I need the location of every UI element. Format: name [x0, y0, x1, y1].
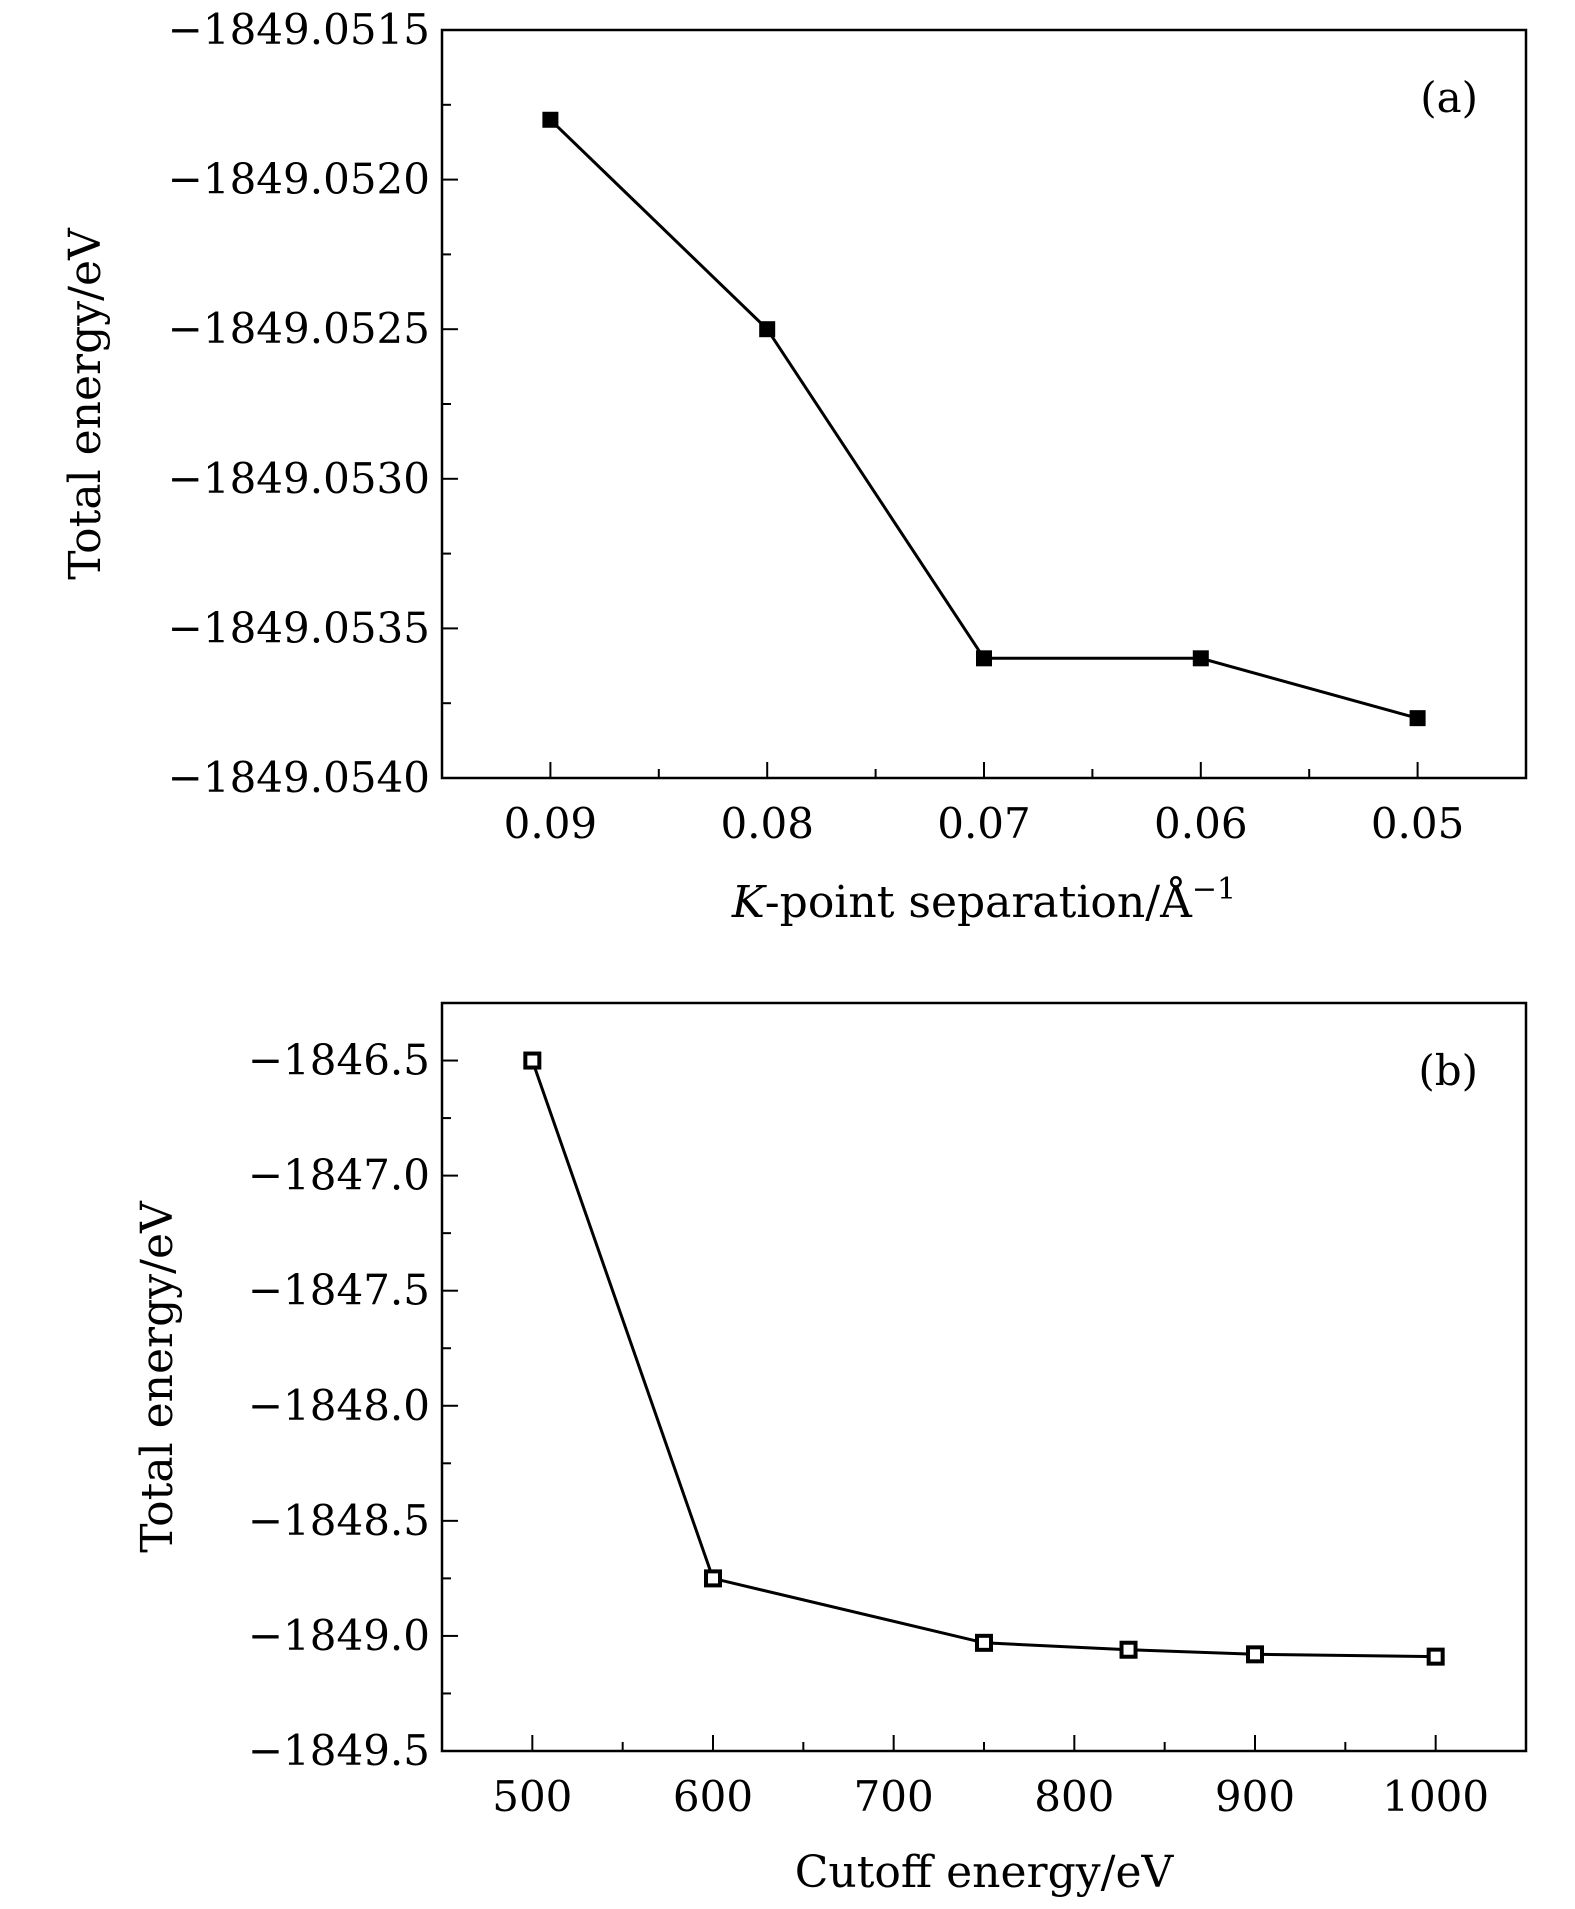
x-tick-label: 900 — [1215, 1772, 1295, 1821]
data-point — [1192, 650, 1209, 667]
panel-a: (a) 0.09 0.08 0.07 0.06 0.05 −1849.0515 −1849.… — [60, 5, 1528, 928]
data-point — [542, 111, 559, 128]
y-tick-label: −1848.0 — [248, 1381, 430, 1430]
panel-a-x-axis-title: K-point separation/Å−1 — [731, 872, 1236, 928]
data-point — [975, 1633, 993, 1652]
data-point — [1246, 1645, 1264, 1664]
panel-a-x-axis-title-text: -point separation/Å — [765, 875, 1193, 928]
x-tick-label: 0.09 — [504, 799, 598, 848]
panel-b-tag: (b) — [1418, 1046, 1478, 1095]
x-tick-label: 500 — [492, 1772, 572, 1821]
data-point — [976, 650, 992, 667]
data-point — [759, 321, 776, 338]
panel-a-series — [542, 111, 1426, 727]
panel-b-tick-labels: 500 600 700 800 900 1000 −1846.5 −1847.0 −1847.5… — [248, 1036, 1489, 1821]
panel-b-ticks — [442, 1059, 1437, 1752]
y-tick-label: −1849.0535 — [168, 603, 430, 652]
y-tick-label: −1847.0 — [248, 1151, 430, 1200]
data-point — [1409, 710, 1426, 727]
x-tick-label: 0.07 — [937, 799, 1031, 848]
y-tick-label: −1849.0520 — [168, 155, 430, 204]
x-tick-label: 0.06 — [1154, 799, 1248, 848]
series-line — [530, 1060, 1436, 1659]
y-tick-label: −1848.5 — [248, 1496, 430, 1545]
y-tick-label: −1849.0525 — [168, 304, 430, 353]
panel-a-tick-labels: 0.09 0.08 0.07 0.06 0.05 −1849.0515 −1849.0520… — [168, 5, 1465, 848]
y-tick-label: −1849.0515 — [168, 5, 430, 54]
data-point — [1119, 1640, 1138, 1659]
y-tick-label: −1849.0530 — [168, 454, 430, 503]
x-tick-label: 0.05 — [1371, 799, 1465, 848]
x-tick-label: 0.08 — [720, 799, 814, 848]
panel-a-y-axis-title: Total energy/eV — [60, 227, 111, 580]
panel-a-x-axis-title-sup: −1 — [1192, 872, 1236, 907]
panel-b: (b) 500 600 700 800 900 1000 −1846.5 −1847.0 −18… — [132, 1001, 1528, 1898]
panel-b-x-axis-title: Cutoff energy/eV — [795, 1847, 1175, 1898]
panel-a-ticks — [442, 29, 1419, 779]
data-point — [704, 1569, 722, 1588]
x-tick-label: 600 — [673, 1772, 753, 1821]
panel-a-x-axis-title-italic: K — [731, 877, 767, 928]
y-tick-label: −1849.0 — [248, 1611, 430, 1660]
data-point — [1426, 1647, 1445, 1666]
y-tick-label: −1849.5 — [248, 1726, 430, 1775]
panel-b-series — [523, 1051, 1445, 1666]
y-tick-label: −1847.5 — [248, 1266, 430, 1315]
x-tick-label: 800 — [1034, 1772, 1114, 1821]
panel-a-tag: (a) — [1420, 73, 1478, 122]
y-tick-label: −1849.0540 — [168, 753, 430, 802]
panel-b-y-axis-title: Total energy/eV — [132, 1200, 183, 1553]
series-line — [549, 118, 1418, 720]
y-tick-label: −1846.5 — [248, 1036, 430, 1085]
x-tick-label: 1000 — [1382, 1772, 1489, 1821]
data-point — [523, 1051, 542, 1070]
x-tick-label: 700 — [854, 1772, 934, 1821]
